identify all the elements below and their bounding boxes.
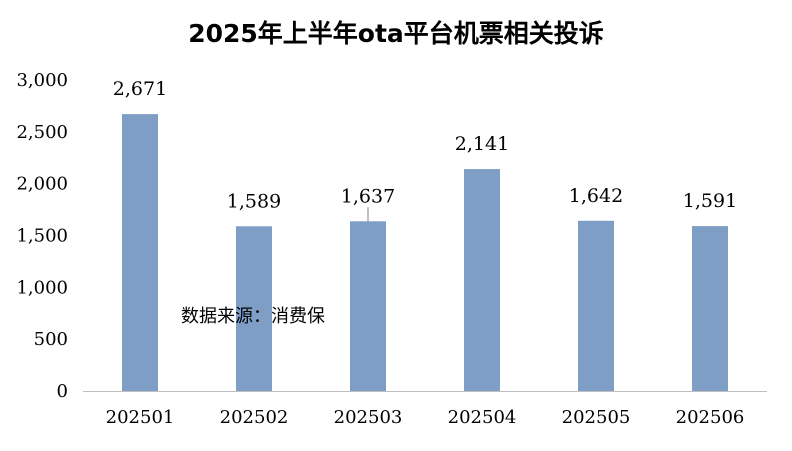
x-tick-label-202506: 202506 [676,407,745,428]
x-tick-label-202504: 202504 [448,407,517,428]
data-label-202504: 2,141 [455,133,509,155]
data-label-202506: 1,591 [683,190,737,212]
y-tick-label: 3,000 [16,70,68,91]
data-label-202502: 1,589 [227,190,281,212]
y-tick-label: 2,000 [16,174,68,195]
bar-202502 [236,226,272,391]
bar-202505 [578,220,614,391]
bar-202503 [350,221,386,391]
chart-title: 2025年上半年ota平台机票相关投诉 [188,19,604,48]
bar-202504 [464,169,500,391]
bar-series: 2,671 1,589 1,637 2,141 1,642 1,591 [113,78,737,392]
data-label-202503: 1,637 [341,185,395,207]
x-tick-label-202505: 202505 [562,407,631,428]
y-tick-label: 0 [57,381,68,402]
x-tick-label-202501: 202501 [106,407,175,428]
source-annotation: 数据来源：消费保 [181,306,325,327]
y-axis: 0 500 1,000 1,500 2,000 2,500 3,000 [16,70,68,402]
bar-202501 [122,114,158,392]
x-tick-label-202502: 202502 [220,407,289,428]
y-tick-label: 500 [34,329,68,350]
bar-202506 [692,226,728,391]
x-tick-label-202503: 202503 [334,407,403,428]
y-tick-label: 1,000 [16,277,68,298]
x-axis: 202501 202502 202503 202504 202505 202506 [83,391,767,428]
data-label-202505: 1,642 [569,185,623,207]
y-tick-label: 1,500 [16,226,68,247]
data-label-202501: 2,671 [113,78,167,100]
y-tick-label: 2,500 [16,122,68,143]
